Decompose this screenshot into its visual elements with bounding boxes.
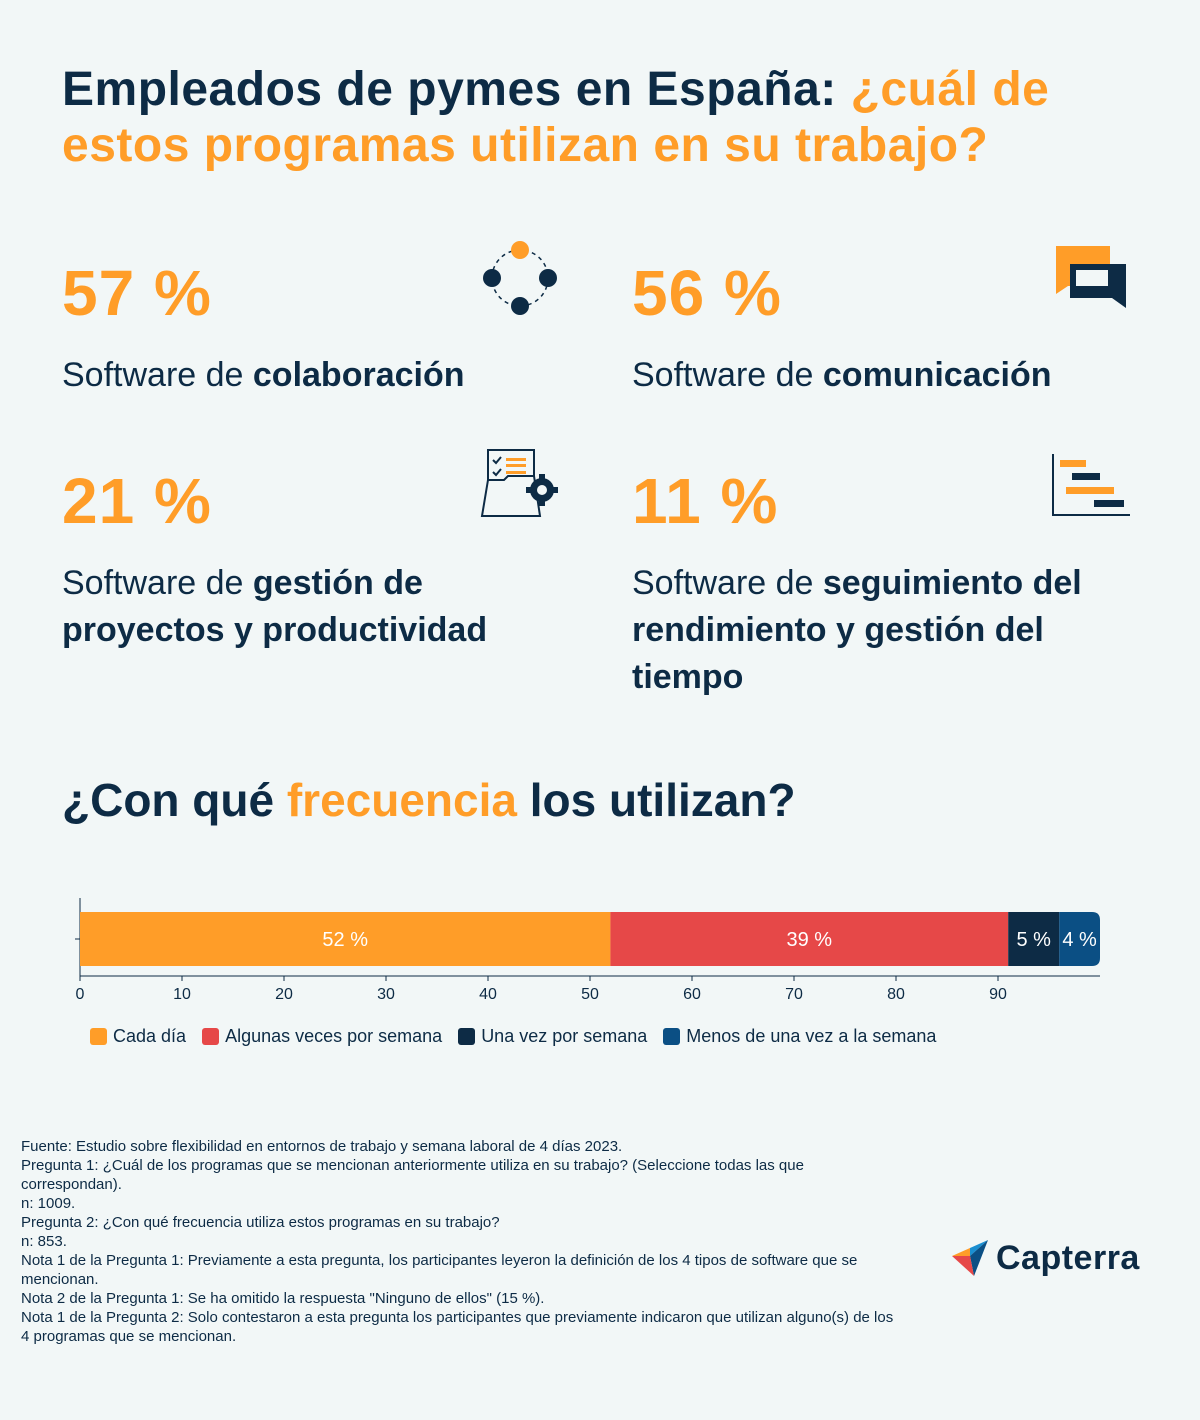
x-tick-label: 10	[173, 986, 191, 1003]
title-part2: ¿cuál de estos programas utilizan en su …	[62, 63, 1050, 172]
stat-prefix: Software de	[62, 356, 253, 394]
stat-bold: comunicación	[822, 356, 1052, 394]
stat-percentage: 56 %	[632, 257, 782, 329]
x-tick-label: 60	[683, 986, 701, 1003]
chart-legend: Cada día Algunas veces por semana Una vez …	[90, 1026, 936, 1047]
footer-line: Nota 2 de la Pregunta 1: Se ha omitido l…	[21, 1290, 545, 1307]
stat-prefix: Software de	[632, 564, 823, 602]
title-part1: Empleados de pymes en España:	[62, 63, 851, 116]
footer-notes: Fuente: Estudio sobre flexibilidad en en…	[21, 1137, 901, 1346]
bar-data-label: 52 %	[322, 929, 368, 951]
bar-segment	[1059, 912, 1100, 966]
legend-label: Algunas veces por semana	[225, 1026, 443, 1046]
stat-description: Software de comunicación	[632, 352, 1132, 399]
frequency-chart: 0 10 20 30 40 50 60 70 80 90 52 % 39 % 5 % 4 %	[75, 898, 1100, 1003]
footer-line: Nota 1 de la Pregunta 1: Previamente a e…	[21, 1252, 858, 1288]
stat-percentage: 57 %	[62, 257, 212, 329]
legend-label: Cada día	[113, 1026, 187, 1046]
frequency-title-highlight: frecuencia	[286, 774, 517, 826]
bar-segment	[610, 912, 1009, 966]
x-tick-label: 70	[785, 986, 803, 1003]
stat-bold: gestión de proyectos y productividad	[62, 564, 488, 649]
footer-line: Pregunta 1: ¿Cuál de los programas que s…	[21, 1157, 804, 1193]
legend-swatch	[663, 1028, 681, 1045]
footer-line: n: 853.	[21, 1233, 67, 1250]
legend-item: Cada día	[90, 1026, 186, 1047]
legend-label: Menos de una vez a la semana	[686, 1026, 937, 1046]
bar-data-label: 5 %	[1016, 929, 1051, 951]
footer-line: Nota 1 de la Pregunta 2: Solo contestaro…	[21, 1309, 894, 1345]
legend-item: Menos de una vez a la semana	[663, 1026, 936, 1047]
stat-percentage: 11 %	[632, 465, 779, 537]
stat-percentage: 21 %	[62, 465, 212, 537]
legend-swatch	[458, 1028, 476, 1045]
gantt-chart-icon	[1052, 454, 1130, 516]
x-tick-label: 90	[989, 986, 1007, 1003]
legend-item: Una vez por semana	[458, 1026, 647, 1047]
stat-performance-tracking: 11 % Software de seguimiento del rendimi…	[632, 466, 1132, 701]
stat-prefix: Software de	[62, 564, 253, 602]
stat-description: Software de seguimiento del rendimiento …	[632, 560, 1132, 701]
stat-description: Software de colaboración	[62, 352, 562, 399]
x-tick-label: 50	[581, 986, 599, 1003]
x-tick-label: 0	[76, 986, 85, 1003]
x-tick-label: 40	[479, 986, 497, 1003]
frequency-title-part3: los utilizan?	[516, 774, 796, 826]
x-tick-label: 20	[275, 986, 293, 1003]
stat-collaboration: 57 % Software de colaboración	[62, 258, 562, 399]
bar-segment	[80, 912, 611, 966]
chat-bubbles-icon	[1056, 246, 1126, 308]
stat-bold: colaboración	[252, 356, 465, 394]
stat-prefix: Software de	[632, 356, 823, 394]
legend-item: Algunas veces por semana	[202, 1026, 442, 1047]
legend-label: Una vez por semana	[481, 1026, 648, 1046]
footer-line: n: 1009.	[21, 1195, 76, 1212]
frequency-title-part1: ¿Con qué	[62, 774, 287, 826]
stat-communication: 56 % Software de comunicación	[632, 258, 1132, 399]
bar-data-label: 4 %	[1062, 929, 1097, 951]
frequency-title: ¿Con qué frecuencia los utilizan?	[62, 770, 796, 830]
legend-swatch	[90, 1028, 107, 1045]
stat-project-management: 21 % Software de gestión de proyectos y …	[62, 466, 562, 654]
collaboration-icon	[483, 241, 557, 315]
bar-segment	[1008, 912, 1060, 966]
capterra-logo-text: Capterra	[996, 1238, 1140, 1277]
x-tick-label: 80	[887, 986, 905, 1003]
checklist-gear-icon	[480, 449, 558, 517]
footer-line: Fuente: Estudio sobre flexibilidad en en…	[21, 1138, 623, 1155]
bar-data-label: 39 %	[787, 929, 833, 951]
capterra-logo: Capterra	[950, 1238, 1140, 1278]
capterra-arrow-icon	[952, 1240, 988, 1276]
page-title: Empleados de pymes en España: ¿cuál de e…	[62, 62, 1142, 174]
stat-bold: seguimiento del rendimiento y gestión de…	[632, 564, 1082, 696]
footer-line: Pregunta 2: ¿Con qué frecuencia utiliza …	[21, 1214, 500, 1231]
x-tick-label: 30	[377, 986, 395, 1003]
stat-description: Software de gestión de proyectos y produ…	[62, 560, 562, 654]
legend-swatch	[202, 1028, 220, 1045]
